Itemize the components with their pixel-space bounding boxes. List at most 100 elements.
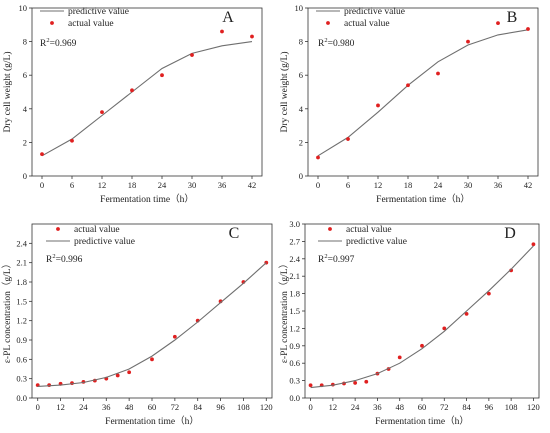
y-tick-label: 6 (23, 70, 27, 80)
x-tick-label: 42 (248, 180, 257, 190)
actual-value-point (376, 103, 380, 108)
y-tick-label: 0.6 (16, 354, 27, 364)
actual-value-point (160, 73, 164, 78)
panel-letter: B (507, 9, 518, 26)
y-tick-label: 3.0 (289, 219, 300, 229)
x-tick-label: 24 (351, 402, 360, 412)
x-axis-title: Fermentation time（h） (376, 193, 470, 205)
x-tick-label: 42 (524, 180, 533, 190)
x-tick-label: 84 (193, 402, 202, 412)
x-tick-label: 18 (128, 180, 137, 190)
actual-value-point (397, 355, 402, 360)
actual-value-point (40, 152, 44, 157)
x-tick-label: 60 (418, 402, 427, 412)
actual-value-point (150, 357, 154, 362)
x-tick-label: 84 (462, 402, 471, 412)
x-tick-label: 72 (171, 402, 180, 412)
y-tick-label: 0.3 (289, 376, 300, 386)
x-tick-label: 36 (373, 402, 382, 412)
y-tick-label: 2.1 (16, 258, 27, 268)
y-tick-label: 0.0 (289, 393, 300, 403)
actual-value-point (442, 326, 447, 331)
y-tick-label: 1.8 (16, 277, 27, 287)
y-axis-title: ε-PL concentration（g/L） (278, 259, 290, 363)
legend-label-actual: actual value (344, 19, 390, 29)
actual-value-point (496, 21, 500, 26)
x-tick-label: 60 (148, 402, 157, 412)
x-tick-label: 48 (125, 402, 134, 412)
x-tick-label: 12 (329, 402, 338, 412)
actual-value-point (47, 383, 52, 388)
actual-value-point (364, 379, 369, 384)
r-squared-label: R2=0.997 (318, 253, 355, 265)
predictive-value-line (41, 41, 253, 157)
y-tick-label: 4 (23, 104, 28, 114)
x-tick-label: 36 (494, 180, 503, 190)
actual-value-point (250, 34, 254, 39)
y-tick-label: 1.5 (16, 296, 27, 306)
x-tick-label: 36 (102, 402, 111, 412)
x-axis-title: Fermentation time（h） (375, 415, 469, 427)
x-tick-label: 24 (434, 180, 443, 190)
x-axis-title: Fermentation time（h） (100, 193, 194, 205)
y-tick-label: 10 (19, 3, 28, 13)
plot-frame (304, 223, 540, 399)
y-tick-label: 2 (23, 137, 27, 147)
actual-value-point (190, 53, 194, 57)
r-squared-label: R2=0.980 (318, 37, 355, 49)
x-tick-label: 0 (36, 402, 40, 412)
actual-value-point (70, 138, 74, 143)
x-tick-label: 24 (79, 402, 88, 412)
predictive-value-line (317, 29, 529, 157)
legend-label-actual: actual value (68, 19, 114, 29)
actual-value-point (353, 381, 358, 385)
r-squared-label: R2=0.969 (40, 37, 77, 49)
x-tick-label: 108 (505, 402, 518, 412)
x-tick-label: 48 (395, 402, 404, 412)
x-tick-label: 108 (237, 402, 250, 412)
legend-label-predictive: predictive value (344, 7, 405, 17)
actual-value-point (531, 242, 536, 247)
y-tick-label: 0.3 (16, 374, 27, 384)
panel-letter: A (222, 9, 234, 26)
panel-letter: D (504, 225, 516, 242)
x-tick-label: 30 (188, 180, 197, 190)
y-axis-title: Dry cell weight (g/L) (279, 52, 290, 133)
y-tick-label: 1.2 (289, 323, 300, 333)
legend-point-swatch (56, 227, 60, 231)
actual-value-point (420, 343, 424, 348)
x-tick-label: 0 (316, 180, 320, 190)
actual-value-point (130, 88, 134, 93)
x-tick-label: 12 (98, 180, 107, 190)
plot-frame (31, 223, 273, 399)
y-tick-label: 2 (299, 137, 303, 147)
y-tick-label: 1.8 (289, 289, 300, 299)
plot-frame (307, 7, 539, 177)
x-tick-label: 120 (527, 402, 540, 412)
y-tick-label: 2.7 (289, 236, 300, 246)
actual-value-point (316, 155, 320, 160)
y-tick-label: 2.4 (16, 238, 27, 248)
y-tick-label: 0.6 (289, 358, 300, 368)
actual-value-point (406, 83, 410, 88)
legend-point-swatch (326, 21, 330, 25)
y-tick-label: 6 (299, 70, 303, 80)
x-tick-label: 72 (440, 402, 449, 412)
x-tick-label: 120 (260, 402, 273, 412)
actual-value-point (220, 29, 224, 34)
legend-point-swatch (50, 21, 54, 25)
panel-letter: C (229, 225, 240, 242)
y-tick-label: 0.9 (289, 341, 300, 351)
y-tick-label: 8 (23, 37, 27, 47)
actual-value-point (526, 27, 530, 31)
x-tick-label: 24 (158, 180, 167, 190)
r-squared-label: R2=0.996 (46, 253, 83, 265)
x-tick-label: 0 (308, 402, 312, 412)
x-tick-label: 36 (218, 180, 227, 190)
legend-label-actual: actual value (74, 225, 120, 235)
predictive-value-line (37, 262, 267, 387)
x-tick-label: 96 (216, 402, 225, 412)
legend-label-predictive: predictive value (346, 237, 407, 247)
